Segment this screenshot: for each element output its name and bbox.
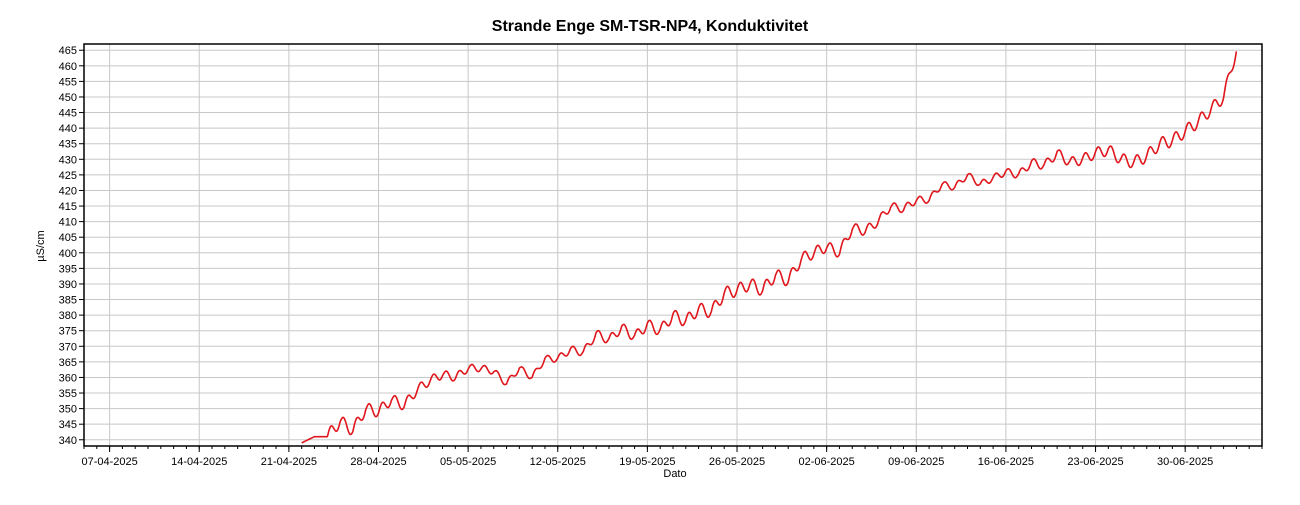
y-tick-label: 440 <box>59 123 77 135</box>
y-tick-label: 430 <box>59 154 77 166</box>
y-tick-label: 405 <box>59 232 77 244</box>
y-tick-label: 400 <box>59 248 77 260</box>
series-line <box>301 51 1238 444</box>
y-tick-label: 415 <box>59 201 77 213</box>
y-tick-label: 455 <box>59 76 77 88</box>
y-tick-label: 370 <box>59 341 77 353</box>
y-tick-label: 390 <box>59 279 77 291</box>
y-tick-label: 355 <box>59 388 77 400</box>
y-tick-label: 465 <box>59 45 77 57</box>
x-tick-label: 21-04-2025 <box>261 456 317 468</box>
x-tick-label: 02-06-2025 <box>799 456 855 468</box>
y-tick-label: 345 <box>59 419 77 431</box>
x-tick-label: 23-06-2025 <box>1067 456 1123 468</box>
y-tick-label: 445 <box>59 108 77 120</box>
grid <box>84 44 1262 446</box>
x-tick-label: 12-05-2025 <box>530 456 586 468</box>
x-tick-label: 16-06-2025 <box>978 456 1034 468</box>
x-tick-label: 14-04-2025 <box>171 456 227 468</box>
axes: 340 345 350 355 360 365 370 375 380 385 390 395 400 4… <box>59 43 1263 468</box>
y-tick-label: 350 <box>59 404 77 416</box>
series-layer <box>301 51 1238 444</box>
y-tick-label: 380 <box>59 310 77 322</box>
x-tick-label: 26-05-2025 <box>709 456 765 468</box>
y-tick-label: 395 <box>59 263 77 275</box>
x-tick-label: 05-05-2025 <box>440 456 496 468</box>
x-tick-label: 19-05-2025 <box>619 456 675 468</box>
x-tick-label: 09-06-2025 <box>888 456 944 468</box>
x-tick-label: 28-04-2025 <box>350 456 406 468</box>
y-tick-label: 365 <box>59 357 77 369</box>
x-tick-label: 30-06-2025 <box>1157 456 1213 468</box>
y-tick-label: 450 <box>59 92 77 104</box>
y-tick-label: 340 <box>59 435 77 447</box>
x-axis-label: Dato <box>663 468 686 480</box>
y-tick-label: 360 <box>59 372 77 384</box>
y-axis-label: µS/cm <box>35 230 47 261</box>
y-tick-label: 375 <box>59 326 77 338</box>
y-tick-label: 420 <box>59 185 77 197</box>
plot-frame <box>83 43 1263 447</box>
y-tick-label: 435 <box>59 139 77 151</box>
plot-area <box>84 44 1262 446</box>
x-tick-label: 07-04-2025 <box>81 456 137 468</box>
chart-title: Strande Enge SM-TSR-NP4, Konduktivitet <box>491 18 809 35</box>
y-tick-label: 410 <box>59 217 77 229</box>
y-tick-label: 460 <box>59 61 77 73</box>
y-tick-label: 425 <box>59 170 77 182</box>
y-tick-label: 385 <box>59 295 77 307</box>
